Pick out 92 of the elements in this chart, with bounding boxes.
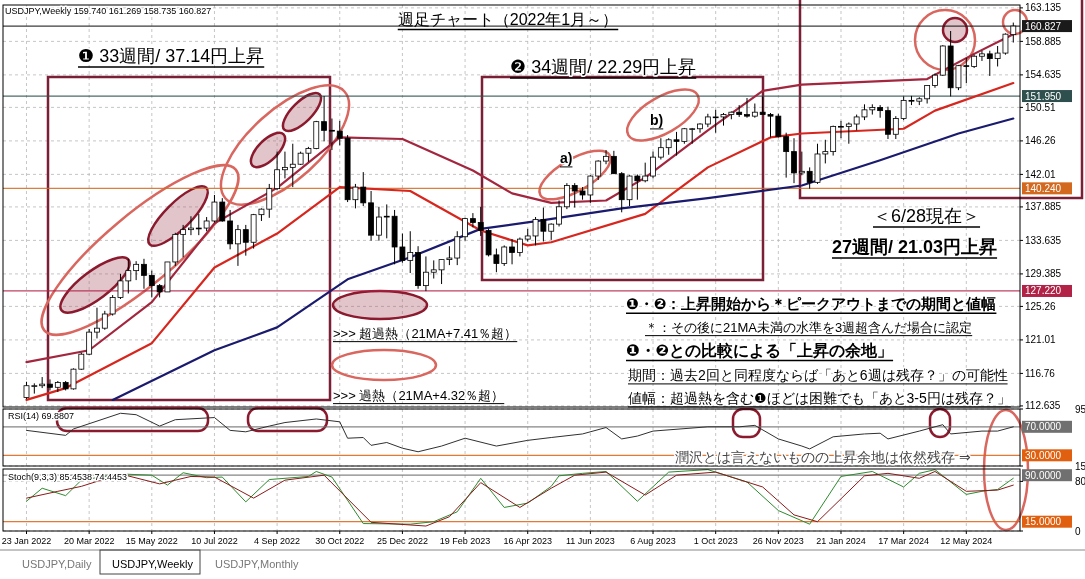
y-tick-label: 0 — [1075, 525, 1081, 537]
y-tick-label: 121.01 — [1025, 334, 1057, 346]
y-tick-label: 142.01 — [1025, 168, 1057, 180]
text: USDJPY,Daily — [22, 558, 92, 570]
y-tick-label: 129.385 — [1025, 268, 1062, 280]
ref-line-label: 90.0000 — [1025, 469, 1062, 481]
annotation: USDJPY,Weekly 159.740 161.269 158.735 160.827 — [5, 6, 212, 16]
ref-line-label: 151.950 — [1025, 90, 1062, 102]
ref-line-label: 160.827 — [1025, 20, 1062, 32]
x-tick-label: 21 Jan 2024 — [816, 536, 866, 546]
x-tick-label: 4 Sep 2022 — [254, 536, 301, 546]
candlestick — [783, 132, 790, 179]
ref-line-label: 30.0000 — [1025, 449, 1062, 461]
candlestick — [274, 151, 281, 191]
candlestick — [133, 260, 140, 281]
x-tick-label: 1 Oct 2023 — [693, 536, 738, 546]
candlestick — [423, 255, 429, 292]
candlestick — [798, 151, 805, 176]
annotation: ❶・❷：上昇開始から＊ピークアウトまでの期間と値幅 — [626, 295, 997, 312]
y-tick-label: 150.51 — [1025, 101, 1057, 113]
candlestick — [235, 224, 241, 267]
candlestick — [94, 307, 100, 339]
y-tick-label: 80 — [1075, 475, 1085, 487]
candlestick — [650, 151, 656, 179]
y-tick-label: 125.26 — [1025, 300, 1057, 312]
y-tick-label: 137.885 — [1025, 201, 1062, 213]
ref-line-label: 15.0000 — [1025, 516, 1062, 528]
annotation: ＊：その後に21MA未満の水準を3週超含んだ場合に認定 — [645, 320, 973, 335]
candlestick — [885, 106, 891, 140]
x-tick-label: 16 Apr 2023 — [503, 536, 552, 546]
candlestick — [556, 199, 562, 227]
y-tick-label: 116.76 — [1025, 367, 1056, 379]
text: USDJPY,Weekly — [112, 558, 194, 570]
annotation: a) — [560, 150, 573, 166]
annotation: 27週間/ 21.03円上昇 — [832, 237, 998, 257]
x-tick-label: 6 Aug 2023 — [630, 536, 676, 546]
annotation: ❷ 34週間/ 22.29円上昇 — [510, 57, 697, 77]
annotation: >>> 超過熱（21MA+7.41％超） — [333, 326, 518, 341]
x-tick-label: 19 Feb 2023 — [439, 536, 491, 546]
candlestick — [838, 120, 844, 139]
candlestick — [470, 212, 476, 228]
x-tick-label: 15 May 2022 — [125, 536, 178, 546]
chart-title: 週足チャート（2022年1月～） — [397, 11, 619, 28]
candlestick — [979, 50, 985, 62]
candlestick — [141, 258, 147, 290]
ref-line-label: 140.240 — [1025, 182, 1062, 194]
text: USDJPY,Monthly — [215, 558, 300, 570]
annotation: ＜6/28現在＞ — [873, 206, 981, 226]
x-tick-label: 17 Mar 2024 — [878, 536, 929, 546]
x-tick-label: 10 Jul 2022 — [191, 536, 238, 546]
annotation: ❶ 33週間/ 37.14円上昇 — [78, 46, 265, 66]
annotation: b) — [650, 112, 664, 128]
y-tick-label: 158.885 — [1025, 35, 1062, 47]
x-tick-label: 11 Jun 2023 — [565, 536, 615, 546]
candlestick — [845, 121, 852, 145]
candlestick — [744, 97, 750, 119]
x-tick-label: 30 Oct 2022 — [315, 536, 365, 546]
x-tick-label: 23 Jan 2022 — [1, 536, 52, 546]
candlestick — [603, 149, 609, 165]
candlestick — [877, 104, 884, 119]
y-tick-label: 112.635 — [1025, 400, 1061, 412]
candlestick — [657, 137, 664, 160]
y-tick-label: 15 — [1075, 460, 1085, 472]
y-tick-label: 163.135 — [1025, 2, 1062, 14]
candlestick — [180, 224, 187, 258]
y-tick-label: 95 — [1075, 403, 1085, 415]
candlestick — [376, 206, 382, 242]
annotation: >>> 過熱（21MA+4.32％超） — [333, 388, 505, 403]
candlestick — [227, 209, 234, 250]
x-tick-label: 25 Dec 2022 — [376, 536, 428, 546]
candlestick — [188, 215, 194, 236]
candlestick — [86, 328, 93, 356]
ref-line-label: 127.220 — [1025, 285, 1062, 297]
candlestick — [321, 95, 327, 142]
annotation: ❶・❷との比較による「上昇の余地」 — [626, 342, 894, 359]
annotation: 期間：過去2回と同程度ならば「あと6週は残存？」の可能性 — [628, 367, 1008, 383]
candlestick — [924, 84, 931, 105]
y-tick-label: 154.635 — [1025, 69, 1062, 81]
candlestick — [329, 118, 335, 151]
y-tick-label: 146.26 — [1025, 135, 1057, 147]
candlestick — [610, 150, 617, 175]
candlestick — [509, 238, 515, 265]
candlestick — [791, 137, 797, 184]
x-tick-label: 20 Mar 2022 — [63, 536, 115, 546]
y-tick-label: 133.635 — [1025, 234, 1062, 246]
candlestick — [47, 378, 53, 391]
x-tick-label: 12 May 2024 — [940, 536, 993, 546]
x-tick-label: 26 Nov 2023 — [752, 536, 804, 546]
candlestick — [282, 151, 288, 179]
candlestick — [563, 182, 570, 210]
annotation: 値幅：超過熱を含む❶ほどは困難でも「あと3-5円は残存？」 — [628, 390, 1011, 406]
ref-line-label: 70.0000 — [1025, 421, 1062, 433]
